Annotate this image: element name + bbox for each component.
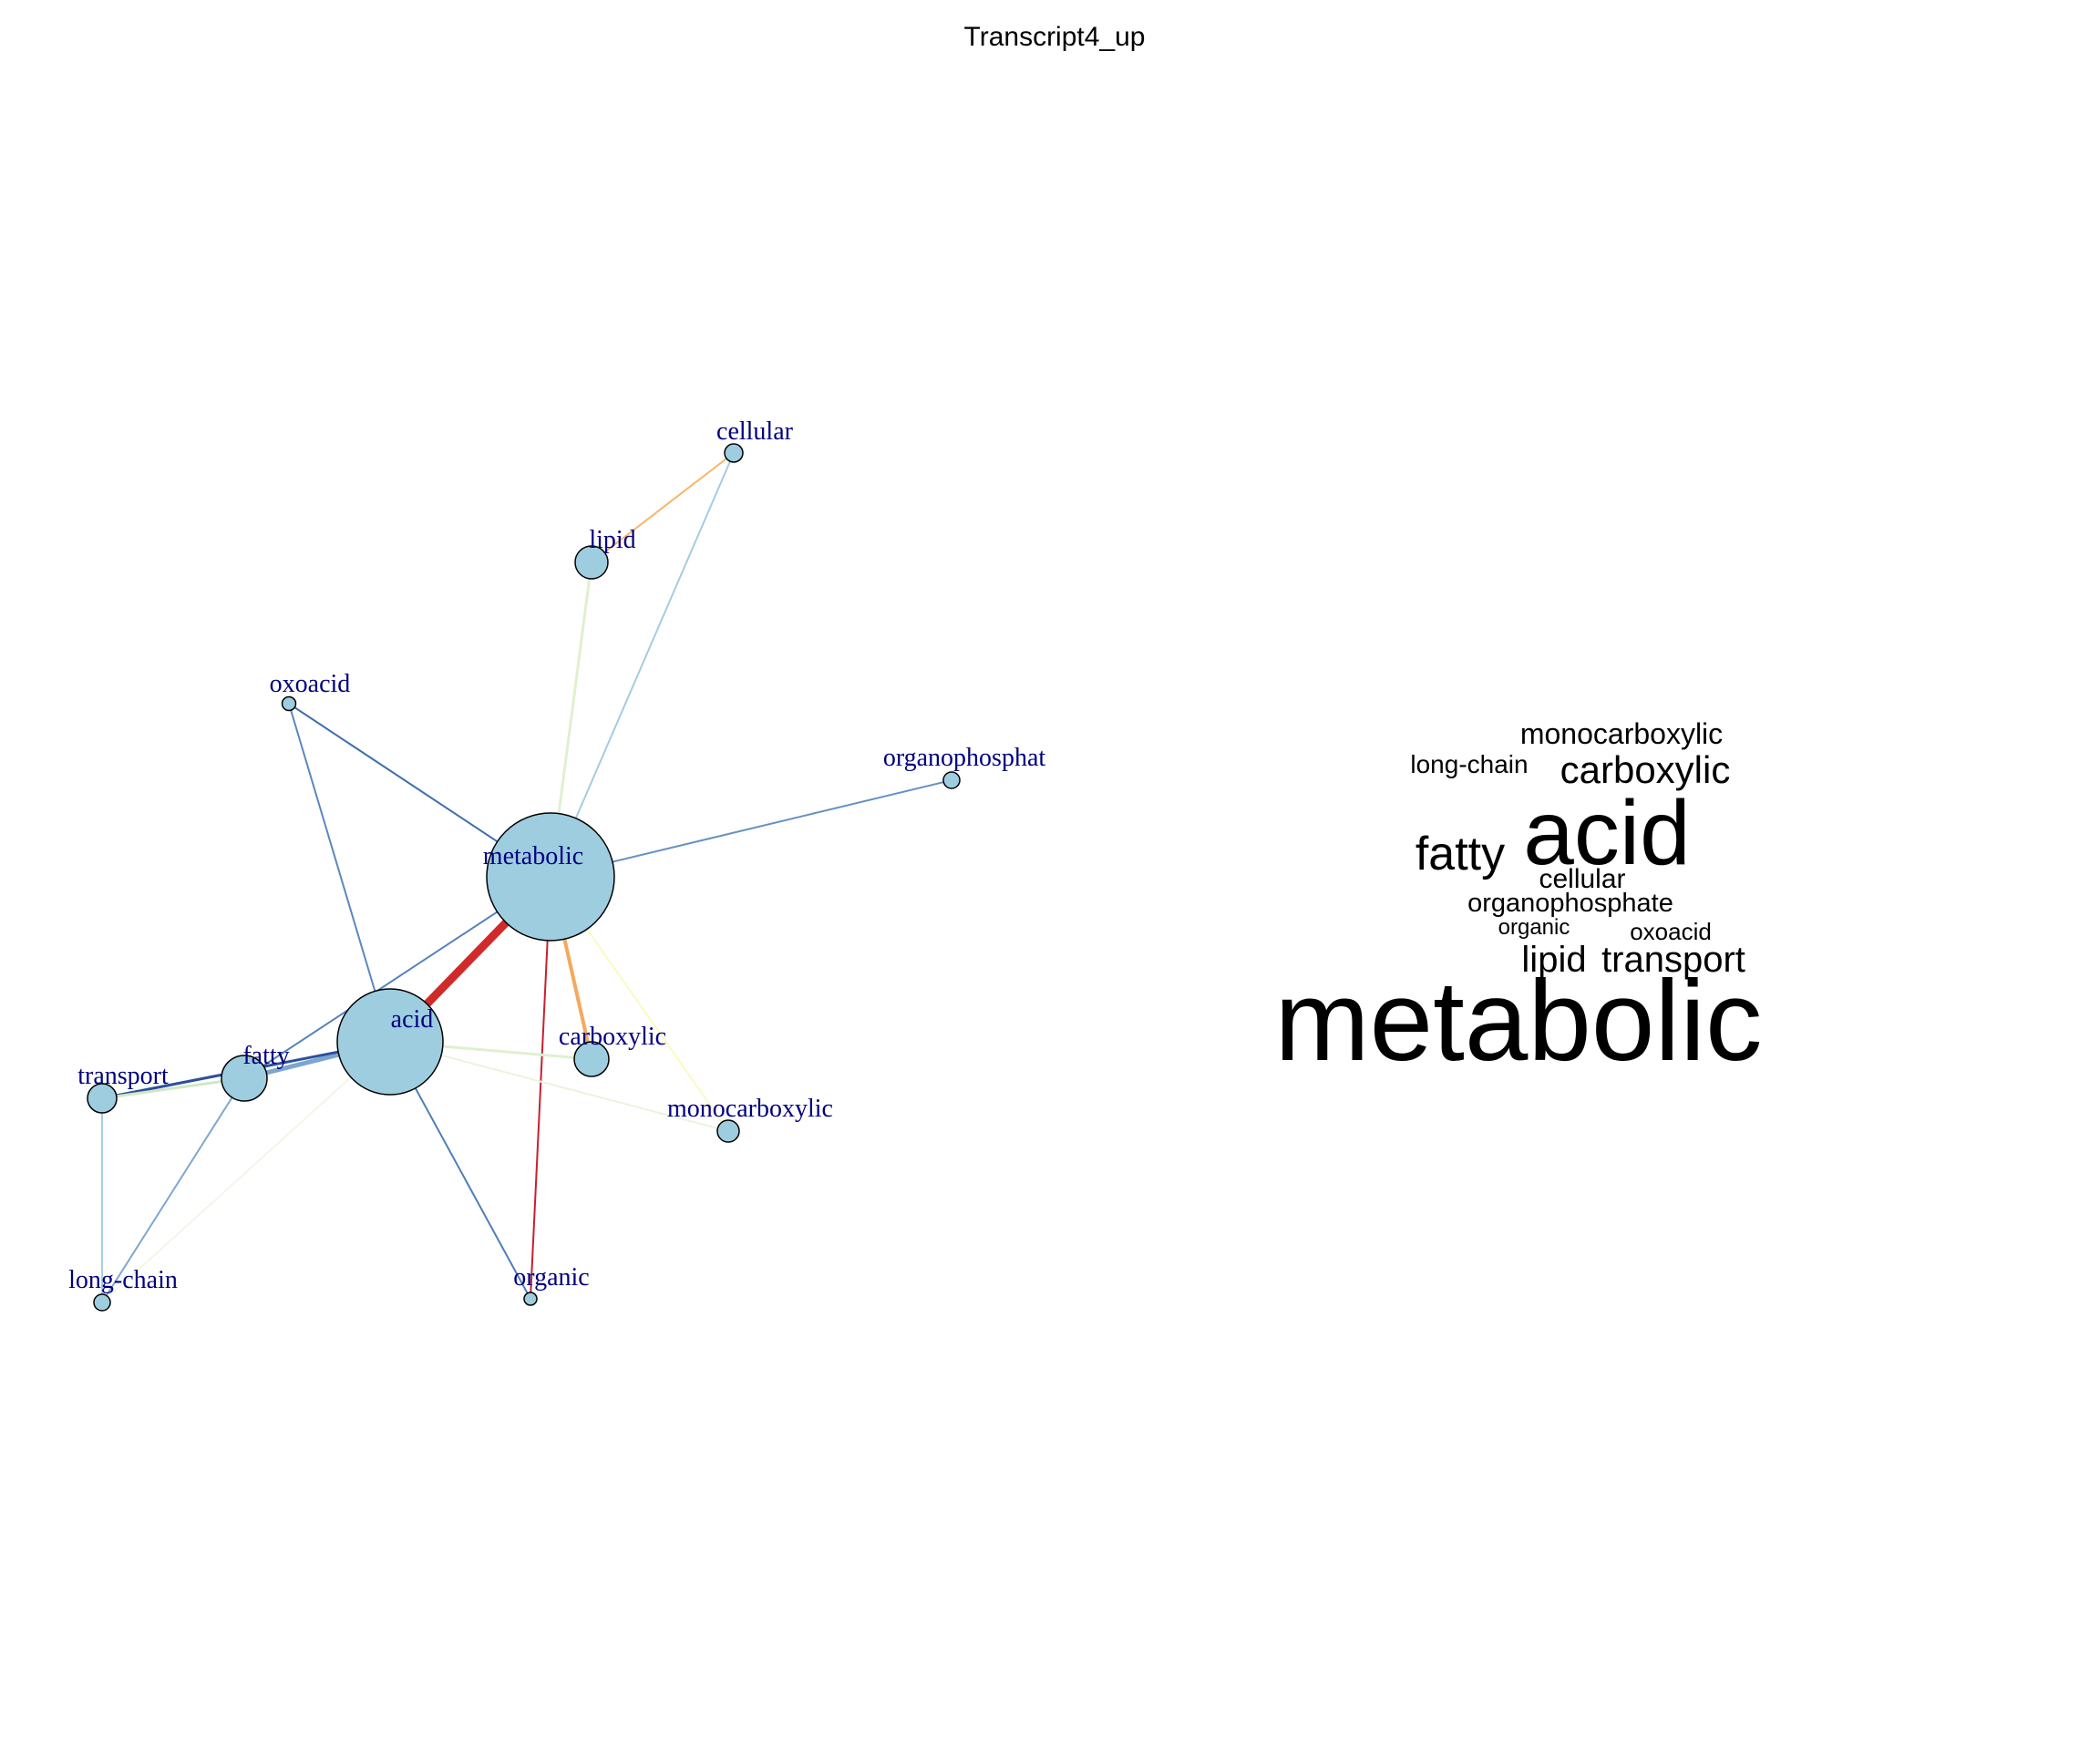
- cloud-word-organophosphate: organophosphate: [1467, 889, 1673, 918]
- node-label-transport: transport: [77, 1062, 169, 1090]
- cloud-word-monocarboxylic: monocarboxylic: [1520, 717, 1723, 750]
- node-lipid: [574, 545, 609, 580]
- node-oxoacid: [281, 695, 297, 712]
- edge-acid-long-chain: [101, 1041, 391, 1303]
- cloud-word-cellular: cellular: [1539, 864, 1625, 894]
- edge-lipid-cellular: [591, 452, 735, 563]
- edge-acid-monocarboxylic: [389, 1041, 729, 1132]
- node-label-acid: acid: [391, 1005, 434, 1034]
- edge-fatty-transport: [100, 1076, 246, 1100]
- cloud-word-metabolic: metabolic: [1275, 958, 1763, 1085]
- cloud-word-fatty: fatty: [1415, 828, 1505, 880]
- edge-metabolic-organic: [530, 876, 551, 1300]
- network-labels: metabolic acid fatty carboxylic lipid transpo…: [68, 417, 1045, 1294]
- node-label-cellular: cellular: [716, 417, 794, 446]
- cloud-word-transport: transport: [1601, 940, 1745, 980]
- node-label-organophosphate: organophosphat: [883, 744, 1046, 772]
- node-monocarboxylic: [716, 1119, 740, 1143]
- cloud-word-organic: organic: [1498, 915, 1570, 940]
- network-nodes: [87, 443, 961, 1312]
- node-label-long-chain: long-chain: [68, 1266, 178, 1294]
- node-label-carboxylic: carboxylic: [559, 1023, 666, 1051]
- node-label-oxoacid: oxoacid: [270, 670, 351, 698]
- figure-title: Transcript4_up: [964, 22, 1146, 52]
- edge-fatty-long-chain: [101, 1077, 245, 1303]
- node-carboxylic: [573, 1041, 610, 1077]
- node-label-monocarboxylic: monocarboxylic: [667, 1095, 833, 1123]
- node-metabolic: [486, 812, 615, 942]
- cloud-word-long-chain: long-chain: [1410, 750, 1528, 778]
- cloud-word-acid: acid: [1523, 782, 1690, 884]
- cloud-word-lipid: lipid: [1521, 940, 1586, 980]
- node-organophosphate: [942, 771, 961, 789]
- cloud-word-carboxylic: carboxylic: [1560, 748, 1731, 791]
- edge-metabolic-cellular: [550, 452, 735, 878]
- node-acid: [336, 988, 444, 1096]
- cloud-word-oxoacid: oxoacid: [1630, 918, 1712, 945]
- node-organic: [523, 1292, 538, 1306]
- term-network: metabolic acid fatty carboxylic lipid transpo…: [68, 417, 1045, 1312]
- node-label-lipid: lipid: [589, 526, 635, 554]
- word-cloud: metabolic acid fatty carboxylic transport lip…: [1275, 717, 1763, 1085]
- edge-acid-oxoacid: [288, 703, 391, 1043]
- edge-metabolic-organophosphate: [550, 779, 952, 878]
- node-label-fatty: fatty: [242, 1042, 289, 1070]
- node-cellular: [724, 443, 744, 463]
- node-label-metabolic: metabolic: [483, 842, 583, 870]
- node-long-chain: [93, 1293, 111, 1312]
- node-fatty: [221, 1055, 268, 1102]
- node-transport: [87, 1083, 118, 1114]
- node-label-organic: organic: [513, 1263, 589, 1292]
